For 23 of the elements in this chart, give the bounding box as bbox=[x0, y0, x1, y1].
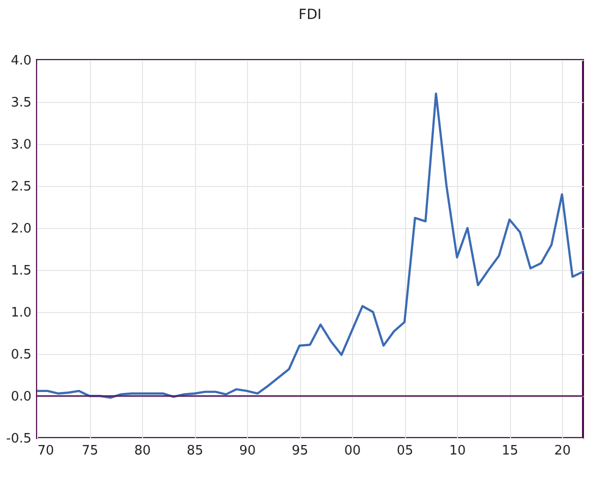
x-tick-label: 85 bbox=[186, 444, 204, 458]
y-tick-label: 1.5 bbox=[10, 264, 32, 278]
chart-title: FDI bbox=[298, 7, 322, 23]
x-tick-label: 90 bbox=[239, 444, 256, 458]
x-tick-label: 70 bbox=[38, 444, 54, 458]
y-tick-label: 3.5 bbox=[10, 96, 32, 110]
y-tick-label: -0.5 bbox=[6, 432, 32, 446]
y-tick-label: 1.0 bbox=[10, 306, 32, 320]
y-tick-label: 0.0 bbox=[10, 390, 32, 404]
x-tick-label: 10 bbox=[449, 444, 466, 458]
x-tick-label: 05 bbox=[396, 444, 414, 458]
y-tick-label: 4.0 bbox=[10, 54, 32, 68]
y-tick-label: 0.5 bbox=[10, 348, 32, 362]
x-tick-label: 80 bbox=[134, 444, 151, 458]
y-tick-label: 2.5 bbox=[10, 180, 32, 194]
line-series bbox=[36, 92, 584, 399]
x-tick-label: 15 bbox=[502, 444, 518, 458]
x-tick-label: 95 bbox=[292, 444, 308, 458]
y-tick-label: 2.0 bbox=[10, 222, 32, 236]
x-tick-label: 20 bbox=[554, 444, 571, 458]
x-tick-label: 00 bbox=[344, 444, 361, 458]
y-tick-label: 3.0 bbox=[10, 138, 32, 152]
x-tick-label: 75 bbox=[82, 444, 98, 458]
